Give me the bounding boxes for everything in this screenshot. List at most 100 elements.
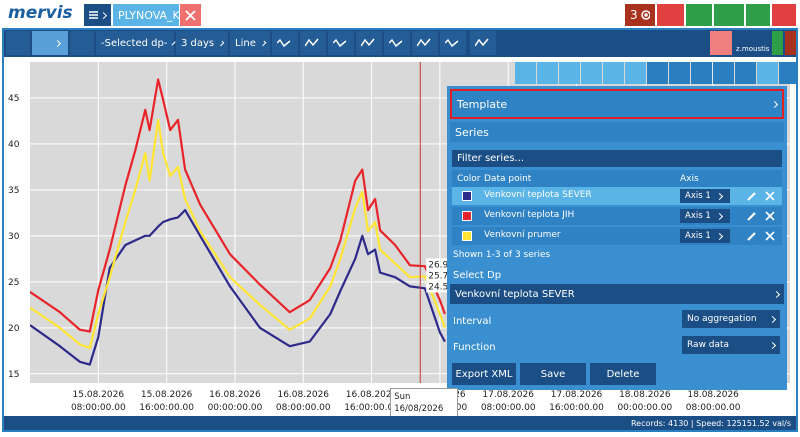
series-row[interactable]: Venkovní teplota JIH Axis 1 xyxy=(452,207,782,225)
x-tick-label: 17.08.2026 xyxy=(482,390,534,400)
x-tick-label: 15.08.2026 xyxy=(141,390,193,400)
tool-button[interactable] xyxy=(440,31,466,55)
bell-button[interactable] xyxy=(657,4,684,26)
close-tab[interactable] xyxy=(180,4,201,26)
list-button[interactable] xyxy=(714,4,744,26)
delete-button[interactable]: Delete xyxy=(590,363,656,385)
alarm-icon xyxy=(640,10,650,20)
dp-select[interactable]: Venkovní teplota SEVER xyxy=(450,284,784,304)
chart-view[interactable] xyxy=(32,31,68,55)
series-name: Venkovní prumer xyxy=(484,230,561,240)
edit-icon[interactable] xyxy=(746,210,758,222)
panel-tool[interactable] xyxy=(735,62,756,84)
x-tick-label: 16:00:00.00 xyxy=(344,403,399,413)
panel-tool[interactable] xyxy=(581,62,602,84)
panel-tool[interactable] xyxy=(669,62,690,84)
down-button[interactable] xyxy=(785,31,796,55)
zoom-button[interactable] xyxy=(710,31,732,55)
panel-tool[interactable] xyxy=(625,62,646,84)
status-bar: Records: 4130 | Speed: 125151.52 val/s xyxy=(4,416,796,430)
delete-icon[interactable] xyxy=(764,190,776,202)
tool-button[interactable] xyxy=(300,31,326,55)
close-icon xyxy=(185,9,196,21)
cursor-value-box xyxy=(426,280,451,293)
settings-button[interactable] xyxy=(746,4,770,26)
x-tick-label: 16:00:00.00 xyxy=(139,403,194,413)
edit-icon[interactable] xyxy=(746,230,758,242)
color-swatch xyxy=(462,211,472,221)
x-tick-label: 08:00:00.00 xyxy=(71,403,126,413)
panel-tool[interactable] xyxy=(515,62,536,84)
panel-tool[interactable] xyxy=(559,62,580,84)
image-view[interactable] xyxy=(70,31,94,55)
tool-glyph xyxy=(333,38,347,48)
series-row[interactable]: Venkovní prumer Axis 1 xyxy=(452,227,782,245)
tool-glyph xyxy=(305,38,319,47)
dp-button[interactable]: -Selected dp- xyxy=(96,31,177,55)
panel-tool[interactable] xyxy=(757,62,778,84)
range-button[interactable]: 3 days xyxy=(176,31,228,55)
tool-button[interactable] xyxy=(328,31,354,55)
up-button[interactable] xyxy=(772,31,783,55)
tool-glyph xyxy=(361,38,375,47)
series-row[interactable]: Venkovní teplota SEVER Axis 1 xyxy=(452,187,782,205)
edit-icon[interactable] xyxy=(746,190,758,202)
x-tick-label: 16.08.2026 xyxy=(277,390,329,400)
cursor-value: 25.7 xyxy=(428,271,448,281)
edit-glyph xyxy=(747,212,756,221)
function-value: Raw data xyxy=(687,340,730,350)
alarm-button[interactable]: 3 xyxy=(625,4,655,26)
panel-tool[interactable] xyxy=(691,62,712,84)
style-button[interactable]: Line xyxy=(230,31,270,55)
menu-button[interactable] xyxy=(84,4,111,26)
template-row[interactable]: Template xyxy=(450,89,784,119)
delete-icon[interactable] xyxy=(764,210,776,222)
panel-tool[interactable] xyxy=(647,62,668,84)
panel-tool[interactable] xyxy=(713,62,734,84)
report-button[interactable] xyxy=(686,4,712,26)
axis-select[interactable]: Axis 1 xyxy=(680,209,730,223)
x-tick-label: 00:00:00.00 xyxy=(208,403,263,413)
power-button[interactable] xyxy=(772,4,796,26)
tool-icon xyxy=(333,38,347,48)
col-axis: Axis xyxy=(680,174,699,184)
menu-icon xyxy=(89,11,99,19)
function-select[interactable]: Raw data xyxy=(682,336,780,354)
panel-tool[interactable] xyxy=(603,62,624,84)
series-row[interactable]: Series xyxy=(450,122,784,142)
panel-tool[interactable] xyxy=(779,62,796,84)
select-dp-label: Select Dp xyxy=(453,270,502,281)
y-tick-label: 45 xyxy=(8,94,19,104)
series-line xyxy=(30,118,446,350)
export-button[interactable]: Export XML xyxy=(452,363,516,385)
tool-icon xyxy=(361,38,375,47)
save-button[interactable]: Save xyxy=(520,363,586,385)
axis-label: Axis 1 xyxy=(685,191,711,201)
list-view[interactable] xyxy=(6,31,30,55)
x-tick-label: 18.08.2026 xyxy=(619,390,671,400)
panel-tool[interactable] xyxy=(537,62,558,84)
tool-button[interactable] xyxy=(470,31,496,55)
tool-button[interactable] xyxy=(272,31,298,55)
interval-select[interactable]: No aggregation xyxy=(682,310,780,328)
delete-glyph xyxy=(765,191,775,201)
x-tick-label: 15.08.2026 xyxy=(73,390,125,400)
delete-icon[interactable] xyxy=(764,230,776,242)
interval-value: No aggregation xyxy=(687,314,757,324)
tool-button[interactable] xyxy=(384,31,410,55)
style-label: Line xyxy=(235,37,256,49)
chevron xyxy=(715,212,723,220)
x-tick-label: 17.08.2026 xyxy=(551,390,603,400)
tool-icon xyxy=(389,38,403,48)
axis-select[interactable]: Axis 1 xyxy=(680,189,730,203)
user[interactable]: z.moustis xyxy=(734,31,770,55)
cursor-value: 24.5 xyxy=(428,282,448,292)
tool-icon xyxy=(305,38,319,47)
filter-input[interactable]: Filter series... xyxy=(452,150,782,167)
tool-button[interactable] xyxy=(356,31,382,55)
tool-button[interactable] xyxy=(412,31,438,55)
x-tick-label: 16:00:00.00 xyxy=(549,403,604,413)
tab[interactable]: PLYNOVA_K xyxy=(113,4,180,26)
range-label: 3 days xyxy=(181,37,215,49)
axis-select[interactable]: Axis 1 xyxy=(680,229,730,243)
